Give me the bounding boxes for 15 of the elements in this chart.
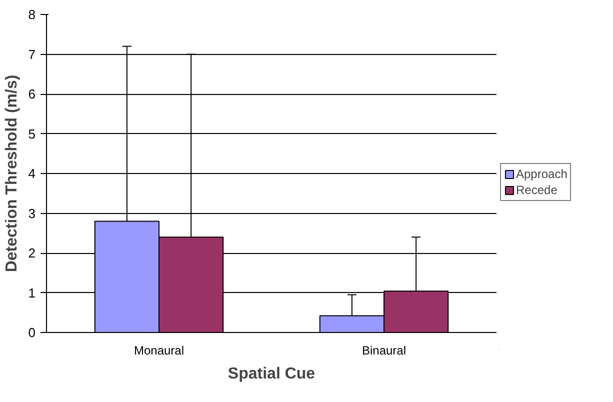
x-tick-label: Monaural [134,344,184,358]
y-tick-label: 6 [28,86,36,102]
legend-label: Recede [516,182,558,196]
y-tick-label: 2 [28,246,36,260]
x-tick-label: Binaural [362,344,406,358]
y-tick-label: 1 [28,285,36,300]
y-tick-label: 4 [28,166,36,181]
y-tick-label: 5 [28,126,36,142]
y-tick-label: 0 [28,325,36,340]
y-axis-title: Detection Threshold (m/s) [3,74,20,272]
x-axis-title: Spatial Cue [228,366,316,382]
y-tick-label: 7 [28,46,36,62]
y-tick-label: 3 [28,206,36,221]
y-tick-label: 8 [28,7,36,22]
legend-label: Approach [516,166,568,180]
